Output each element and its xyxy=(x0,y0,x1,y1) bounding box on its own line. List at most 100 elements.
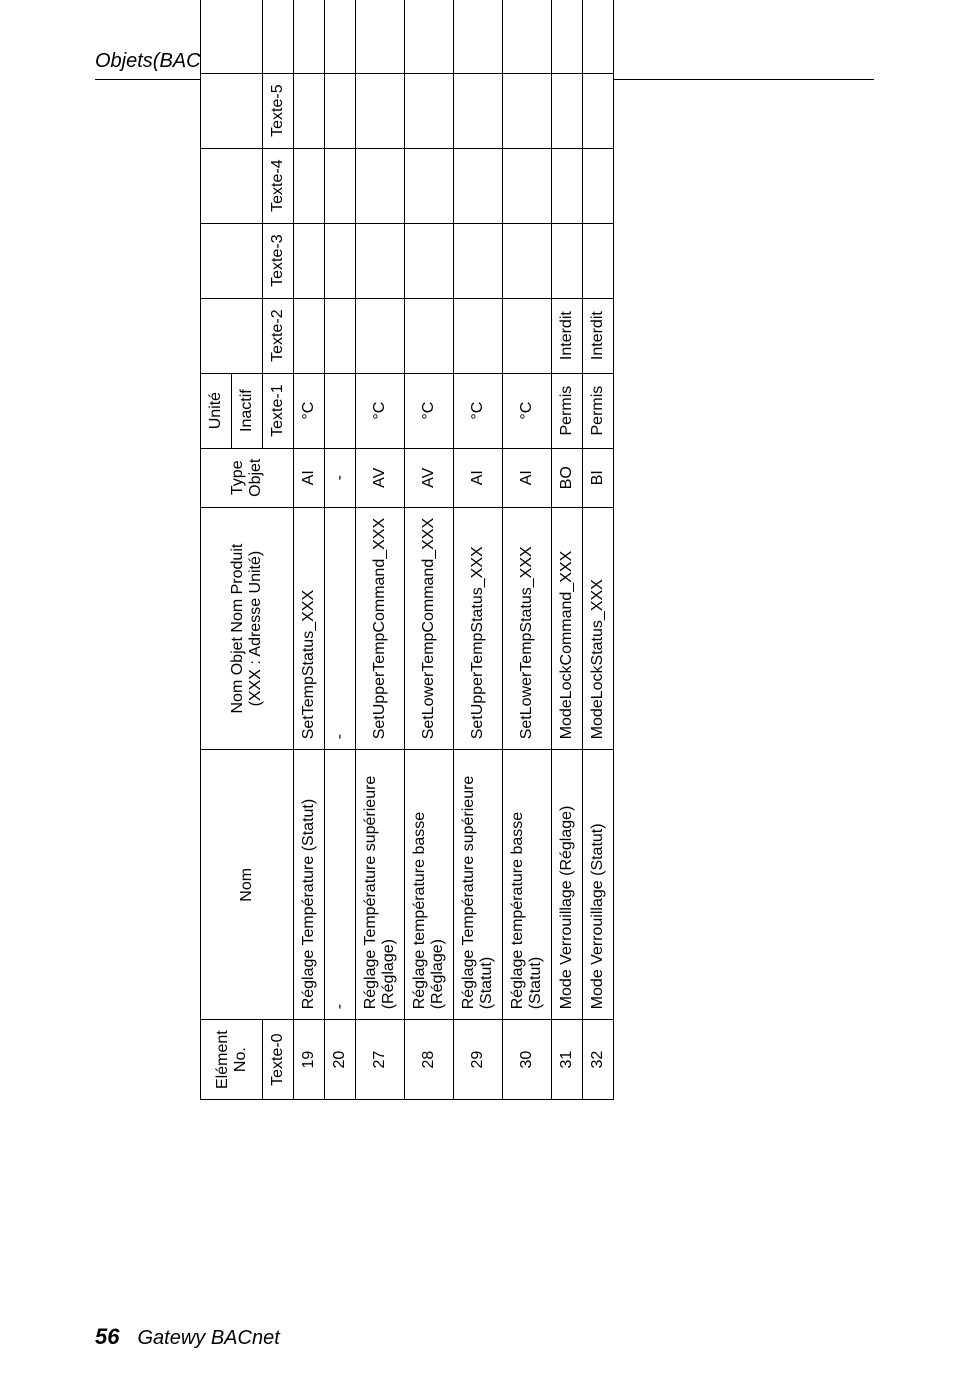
table-cell xyxy=(294,223,325,298)
table-cell xyxy=(583,73,614,148)
col-unite: Unité xyxy=(201,373,232,448)
table-body: 19Réglage Température (Statut)SetTempSta… xyxy=(294,0,614,1100)
table-container: Elément No. Nom Nom Objet Nom Produit (X… xyxy=(200,0,614,1100)
col-blank-5 xyxy=(201,0,263,73)
col-blank-4 xyxy=(201,73,263,148)
col-blank-1 xyxy=(201,298,263,373)
table-cell: 32 xyxy=(583,1020,614,1100)
table-cell xyxy=(356,298,405,373)
table-cell: SetUpperTempStatus_XXX xyxy=(454,507,503,749)
table-cell xyxy=(583,223,614,298)
bacnet-objects-table: Elément No. Nom Nom Objet Nom Produit (X… xyxy=(200,0,614,1100)
table-cell: °C xyxy=(356,373,405,448)
table-cell: Interdit xyxy=(583,298,614,373)
table-cell: 30 xyxy=(503,1020,552,1100)
table-cell xyxy=(405,0,454,73)
table-cell xyxy=(552,148,583,223)
table-cell xyxy=(294,148,325,223)
table-row: 30Réglage température basse (Statut)SetL… xyxy=(503,0,552,1100)
table-cell: 20 xyxy=(325,1020,356,1100)
table-cell: SetTempStatus_XXX xyxy=(294,507,325,749)
table-cell: - xyxy=(325,448,356,507)
table-cell: 28 xyxy=(405,1020,454,1100)
col-texte2: Texte-2 xyxy=(263,298,294,373)
table-cell: Réglage Température (Statut) xyxy=(294,750,325,1020)
table-cell: Réglage Température supérieure (Réglage) xyxy=(356,750,405,1020)
table-cell: Réglage température basse (Réglage) xyxy=(405,750,454,1020)
table-cell: Permis xyxy=(583,373,614,448)
table-cell: ModeLockStatus_XXX xyxy=(583,507,614,749)
col-texte5: Texte-5 xyxy=(263,73,294,148)
table-cell xyxy=(454,0,503,73)
table-cell: 27 xyxy=(356,1020,405,1100)
col-texte0: Texte-0 xyxy=(263,1020,294,1100)
col-type-line2: Objet xyxy=(247,459,264,497)
col-texte1: Texte-1 xyxy=(263,373,294,448)
col-nom-objet: Nom Objet Nom Produit (XXX : Adresse Uni… xyxy=(201,507,294,749)
table-cell xyxy=(405,223,454,298)
table-row: 32Mode Verrouillage (Statut)ModeLockStat… xyxy=(583,0,614,1100)
table-cell xyxy=(583,148,614,223)
table-cell xyxy=(552,0,583,73)
table-cell xyxy=(325,0,356,73)
table-cell xyxy=(454,73,503,148)
table-cell: - xyxy=(325,507,356,749)
table-cell xyxy=(454,298,503,373)
footer-title: Gatewy BACnet xyxy=(137,1327,279,1350)
page-number: 56 xyxy=(95,1324,119,1350)
col-element-line2: No. xyxy=(232,1047,249,1072)
table-cell: AI xyxy=(294,448,325,507)
table-cell xyxy=(503,148,552,223)
table-row: 19Réglage Température (Statut)SetTempSta… xyxy=(294,0,325,1100)
table-cell: AI xyxy=(454,448,503,507)
table-cell xyxy=(294,0,325,73)
table-cell xyxy=(552,73,583,148)
col-texte4: Texte-4 xyxy=(263,148,294,223)
table-cell xyxy=(454,148,503,223)
table-cell: Permis xyxy=(552,373,583,448)
col-inactif: Inactif xyxy=(232,373,263,448)
table-cell: Mode Verrouillage (Réglage) xyxy=(552,750,583,1020)
table-row: 31Mode Verrouillage (Réglage)ModeLockCom… xyxy=(552,0,583,1100)
col-type-objet: Type Objet xyxy=(201,448,294,507)
table-cell: Interdit xyxy=(552,298,583,373)
table-cell: °C xyxy=(454,373,503,448)
table-cell: °C xyxy=(405,373,454,448)
table-cell: BI xyxy=(583,448,614,507)
table-cell: °C xyxy=(294,373,325,448)
table-cell: AV xyxy=(356,448,405,507)
table-cell: SetLowerTempCommand_XXX xyxy=(405,507,454,749)
table-cell xyxy=(405,148,454,223)
table-row: 29Réglage Température supérieure (Statut… xyxy=(454,0,503,1100)
table-cell: ModeLockCommand_XXX xyxy=(552,507,583,749)
table-cell xyxy=(325,223,356,298)
table-cell xyxy=(325,73,356,148)
table-cell xyxy=(405,298,454,373)
table-row: 27Réglage Température supérieure (Réglag… xyxy=(356,0,405,1100)
table-cell xyxy=(356,0,405,73)
col-element-line1: Elément xyxy=(214,1030,231,1089)
table-cell: - xyxy=(325,750,356,1020)
table-cell xyxy=(454,223,503,298)
table-cell xyxy=(503,0,552,73)
table-cell: Mode Verrouillage (Statut) xyxy=(583,750,614,1020)
col-nom: Nom xyxy=(201,750,294,1020)
table-cell xyxy=(552,223,583,298)
table-cell xyxy=(356,148,405,223)
table-row: 20--- xyxy=(325,0,356,1100)
col-texte3: Texte-3 xyxy=(263,223,294,298)
page: Objets(BACnet/IP) Elément No. Nom Nom Ob… xyxy=(0,0,954,1400)
table-cell: SetLowerTempStatus_XXX xyxy=(503,507,552,749)
table-cell: 19 xyxy=(294,1020,325,1100)
table-cell xyxy=(503,73,552,148)
table-cell: Réglage Température supérieure (Statut) xyxy=(454,750,503,1020)
col-blank-2 xyxy=(201,223,263,298)
table-cell xyxy=(356,73,405,148)
table-row: 28Réglage température basse (Réglage)Set… xyxy=(405,0,454,1100)
page-footer: 56 Gatewy BACnet xyxy=(95,1324,280,1350)
table-cell xyxy=(583,0,614,73)
table-cell xyxy=(325,298,356,373)
table-cell: Réglage température basse (Statut) xyxy=(503,750,552,1020)
table-cell xyxy=(294,298,325,373)
table-header: Elément No. Nom Nom Objet Nom Produit (X… xyxy=(201,0,294,1100)
